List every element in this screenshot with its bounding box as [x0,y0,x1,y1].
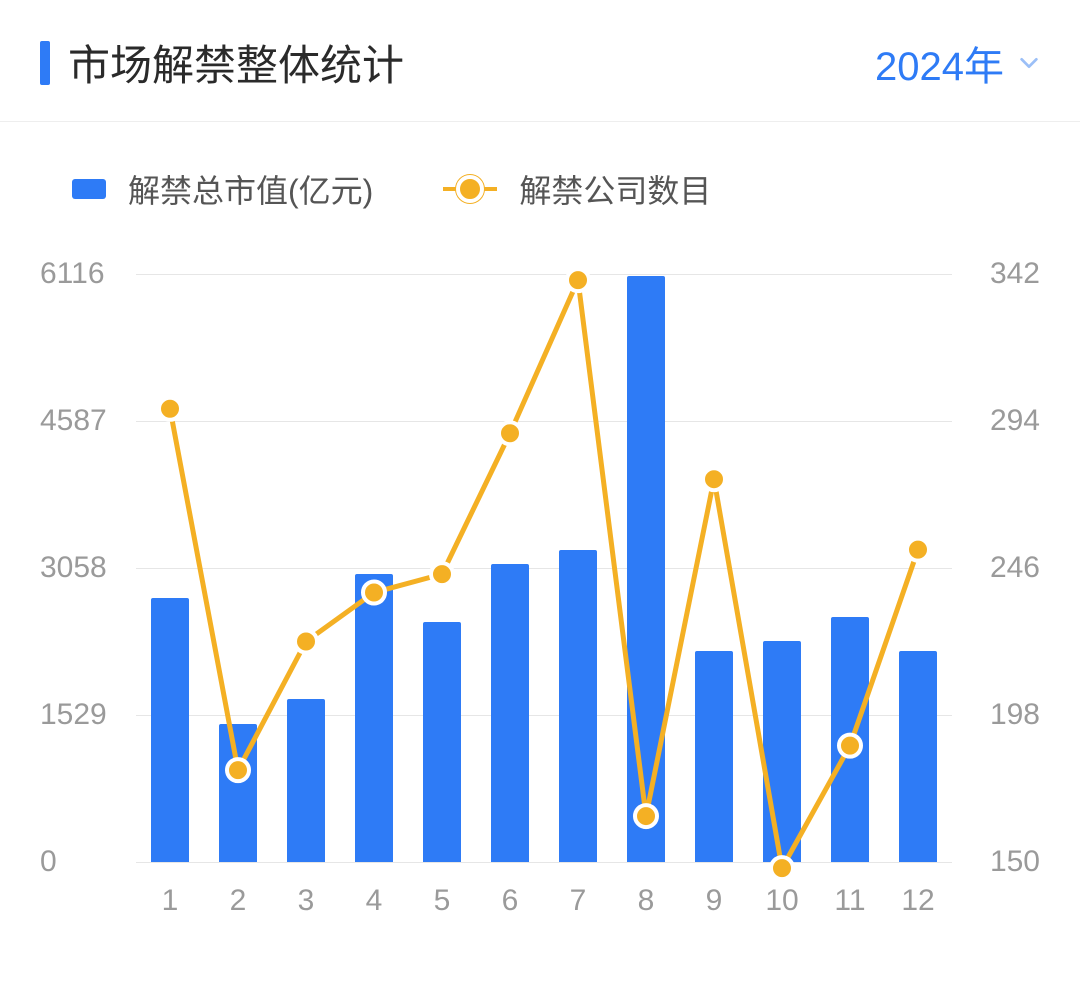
x-axis-label: 7 [570,884,587,918]
chart-legend: 解禁总市值(亿元) 解禁公司数目 [0,122,1080,224]
year-label: 2024年 [875,34,1004,92]
line-chart-svg [136,274,952,862]
line-marker[interactable] [771,857,793,879]
y-axis-right-label: 342 [960,257,1040,291]
x-axis-label: 10 [765,884,798,918]
y-axis-right-label: 294 [960,404,1040,438]
line-marker[interactable] [635,805,657,827]
line-marker[interactable] [295,631,317,653]
line-marker[interactable] [159,398,181,420]
year-selector[interactable]: 2024年 [875,34,1040,92]
x-axis-label: 6 [502,884,519,918]
page-title: 市场解禁整体统计 [68,32,404,93]
y-axis-left-label: 1529 [40,698,126,732]
title-accent-bar [40,41,50,85]
x-axis-label: 9 [706,884,723,918]
line-marker[interactable] [703,468,725,490]
x-axis-label: 8 [638,884,655,918]
line-series [170,280,918,868]
x-axis-label: 4 [366,884,383,918]
chart-area: 0150152919830582464587294611634212345678… [40,252,1040,932]
y-axis-left-label: 0 [40,845,126,879]
line-marker[interactable] [907,539,929,561]
y-axis-right-label: 246 [960,551,1040,585]
x-axis-label: 5 [434,884,451,918]
legend-item-line[interactable]: 解禁公司数目 [443,166,711,212]
x-axis-label: 3 [298,884,315,918]
line-marker[interactable] [839,735,861,757]
line-marker[interactable] [227,759,249,781]
title-wrap: 市场解禁整体统计 [40,32,404,93]
chevron-down-icon [1018,52,1040,74]
legend-line-label: 解禁公司数目 [519,166,711,212]
y-axis-right-label: 198 [960,698,1040,732]
grid-line [136,862,952,863]
y-axis-right-label: 150 [960,845,1040,879]
line-marker[interactable] [431,563,453,585]
y-axis-left-label: 6116 [40,257,126,291]
x-axis-label: 12 [901,884,934,918]
x-axis-label: 1 [162,884,179,918]
legend-line-swatch [443,179,497,199]
x-axis-label: 2 [230,884,247,918]
legend-bar-swatch [72,179,106,199]
line-marker[interactable] [363,582,385,604]
chart-plot [136,274,952,862]
y-axis-left-label: 3058 [40,551,126,585]
y-axis-left-label: 4587 [40,404,126,438]
legend-item-bar[interactable]: 解禁总市值(亿元) [72,166,373,212]
header: 市场解禁整体统计 2024年 [0,0,1080,122]
legend-bar-label: 解禁总市值(亿元) [128,166,373,212]
x-axis-label: 11 [834,884,865,918]
line-marker[interactable] [567,269,589,291]
line-marker[interactable] [499,422,521,444]
